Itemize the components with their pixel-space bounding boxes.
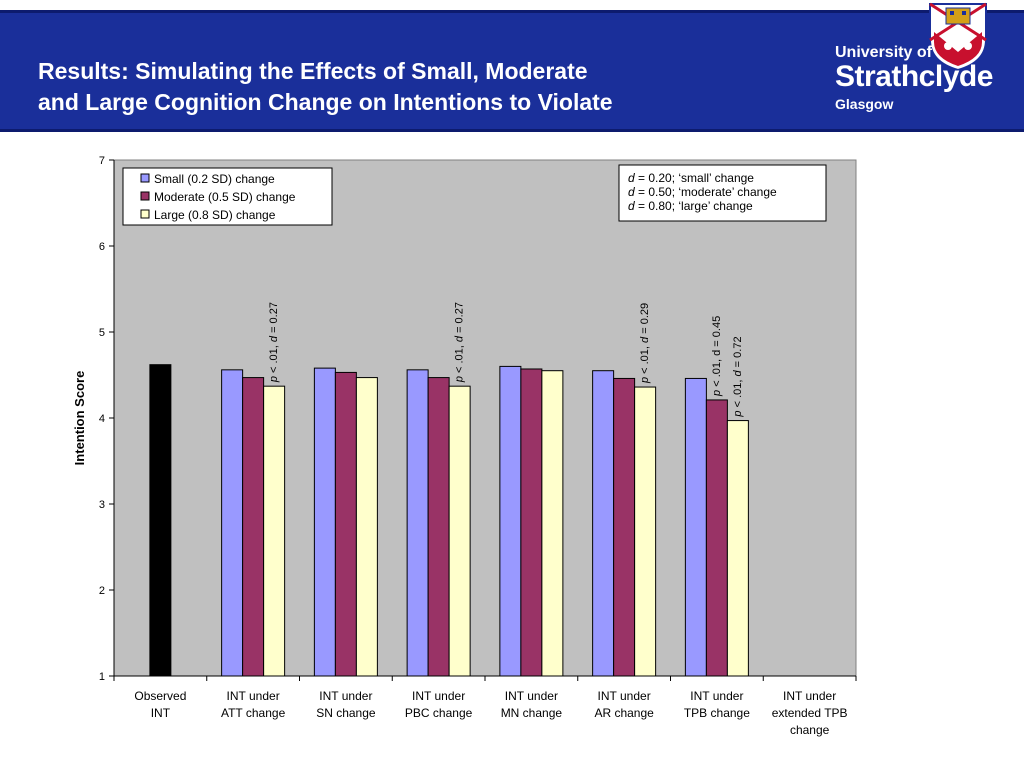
legend-swatch <box>140 209 150 219</box>
logo-text-strathclyde: Strathclyde <box>835 60 993 93</box>
effect-size-line: d = 0.80; ‘large’ change <box>628 199 753 213</box>
bar <box>520 368 543 677</box>
significance-annotation: p < .01, d = 0.45 <box>711 316 723 397</box>
x-category-label: INT under ATT change <box>221 689 286 720</box>
x-category-label: Observed INT <box>134 689 186 720</box>
y-tick-label: 7 <box>99 155 105 167</box>
x-category-label: INT under AR change <box>594 689 654 720</box>
bar <box>541 370 564 677</box>
significance-annotation: p < .01, d = 0.27 <box>268 302 280 383</box>
bar <box>592 370 615 677</box>
effect-size-line: d = 0.20; ‘small’ change <box>628 171 754 185</box>
bar <box>613 377 636 677</box>
legend-swatch <box>140 173 150 183</box>
university-crest-icon <box>929 2 987 72</box>
bar <box>263 385 286 677</box>
bar <box>684 377 707 677</box>
axes: 1 2 3 4 5 6 7 Intention Score Observed INT INT und… <box>72 155 857 737</box>
significance-annotation: p < .01, d = 0.27 <box>454 302 466 383</box>
x-category-label: INT under MN change <box>501 689 563 720</box>
bar-observed-int <box>149 364 172 677</box>
y-tick-label: 4 <box>99 413 105 425</box>
y-tick-label: 2 <box>99 585 105 597</box>
bar <box>427 377 450 677</box>
x-category-label: INT under PBC change <box>405 689 473 720</box>
annotations: p < .01, d = 0.27 p < .01, d = 0.27 p < .0… <box>268 302 744 418</box>
bar <box>499 365 522 677</box>
legend-label: Large (0.8 SD) change <box>154 208 276 222</box>
bar-chart: 1 2 3 4 5 6 7 Intention Score Observed INT INT und… <box>72 155 857 737</box>
bar <box>406 369 429 677</box>
x-category-label: INT under SN change <box>316 689 376 720</box>
legend-box <box>122 167 333 226</box>
title-line-2: and Large Cognition Change on Intentions… <box>38 89 613 115</box>
significance-annotation: p < .01, d = 0.72 <box>732 336 744 417</box>
header-band <box>0 10 1024 132</box>
logo-text-university-of: University of <box>835 44 932 61</box>
university-logo: University of Strathclyde Glasgow <box>835 0 1015 125</box>
effect-size-box-frame <box>618 164 827 222</box>
y-tick-label: 6 <box>99 241 105 253</box>
title-line-1: Results: Simulating the Effects of Small… <box>38 58 588 84</box>
legend: Small (0.2 SD) change Moderate (0.5 SD) c… <box>122 167 333 226</box>
legend-label: Moderate (0.5 SD) change <box>154 190 296 204</box>
y-tick-label: 5 <box>99 327 105 339</box>
bar <box>448 385 471 677</box>
bar <box>355 377 378 677</box>
y-tick-label: 1 <box>99 671 105 683</box>
bar <box>242 377 265 677</box>
x-category-label: INT under extended TPB change <box>772 689 848 737</box>
y-tick-label: 3 <box>99 499 105 511</box>
significance-annotation: p < .01, d = 0.29 <box>639 303 651 384</box>
effect-size-line: d = 0.50; ‘moderate’ change <box>628 185 777 199</box>
legend-label: Small (0.2 SD) change <box>154 172 275 186</box>
bar <box>726 420 749 677</box>
x-category-label: INT under TPB change <box>684 689 750 720</box>
logo-text-glasgow: Glasgow <box>835 96 894 112</box>
bar <box>334 371 357 677</box>
y-axis-label: Intention Score <box>72 371 87 466</box>
bar <box>634 386 657 677</box>
slide-header: Results: Simulating the Effects of Small… <box>0 0 1024 145</box>
legend-swatch <box>140 191 150 201</box>
slide-title: Results: Simulating the Effects of Small… <box>38 56 798 118</box>
bars <box>149 364 749 677</box>
bar <box>313 367 336 677</box>
bar <box>221 369 244 677</box>
bar <box>705 399 728 677</box>
